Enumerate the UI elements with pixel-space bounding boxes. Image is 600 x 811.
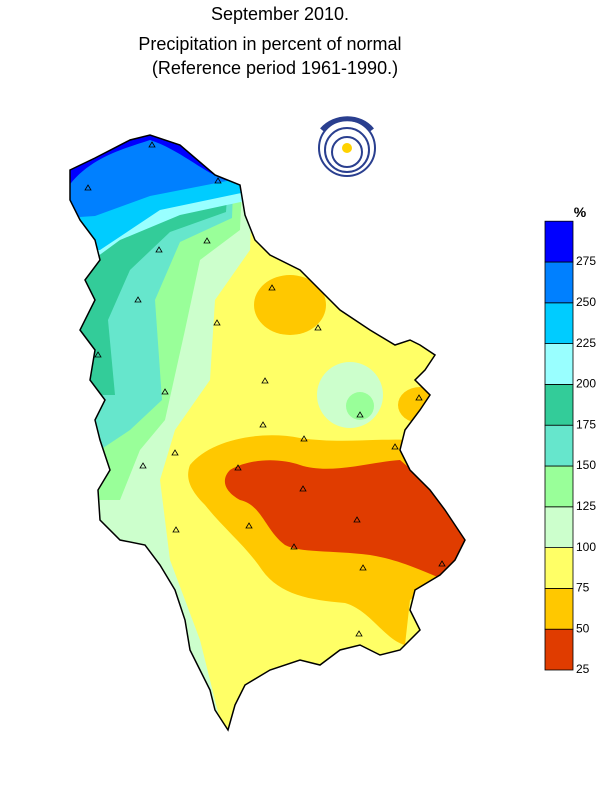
legend-band — [544, 424, 574, 467]
logo — [318, 116, 376, 177]
stations — [84, 141, 446, 637]
legend-band — [544, 506, 574, 548]
legend-tick-label: 75 — [576, 581, 590, 595]
legend-unit: % — [574, 204, 587, 220]
reference-period: (Reference period 1961-1990.) — [152, 58, 398, 78]
legend-band — [544, 465, 574, 508]
legend-tick-label: 225 — [576, 336, 596, 350]
legend-band — [544, 588, 574, 630]
legend-tick-label: 250 — [576, 295, 596, 309]
legend-band — [544, 261, 574, 304]
border — [69, 134, 466, 732]
legend-band — [544, 343, 574, 385]
legend-band — [544, 628, 574, 671]
legend-band — [544, 383, 574, 426]
legend-band — [544, 302, 574, 344]
legend-tick-label: 100 — [576, 540, 596, 554]
legend-band — [544, 547, 574, 589]
legend-tick-label: 150 — [576, 458, 596, 472]
legend-tick-label: 200 — [576, 377, 596, 391]
precipitation-map — [70, 135, 465, 730]
legend-tick-label: 175 — [576, 417, 596, 431]
legend-tick-label: 50 — [576, 621, 590, 635]
map-subtitle: Precipitation in percent of normal — [138, 34, 401, 54]
legend-tick-label: 275 — [576, 254, 596, 268]
legend-band — [544, 220, 574, 263]
legend-tick-label: 25 — [576, 662, 590, 676]
map-title: September 2010. — [211, 4, 349, 24]
legend-tick-label: 125 — [576, 499, 596, 513]
legend: % 25 50 75 100 125 150 175 200 225 250 275 — [544, 204, 596, 676]
